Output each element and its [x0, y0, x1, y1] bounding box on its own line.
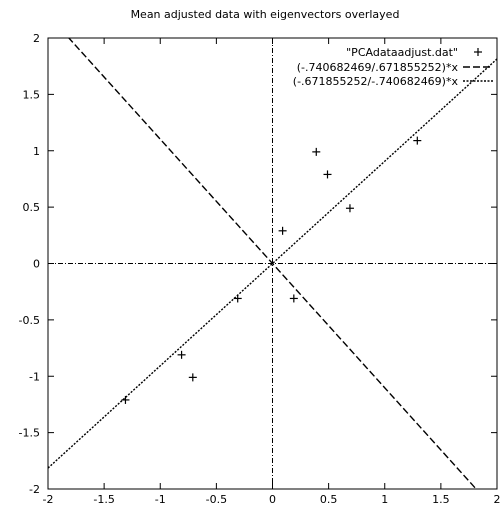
y-tick-label: -0.5 [19, 314, 40, 327]
zero-axes [48, 38, 497, 489]
y-tick-label: 1 [33, 145, 40, 158]
data-point [413, 136, 422, 145]
y-tick-label: 2 [33, 32, 40, 45]
axis-ticks: -2 -1.5 -1 -0.5 0 0.5 1 1.5 2 2 1.5 1 0.5 0 -0.5 -1 -1.5… [19, 32, 501, 506]
legend-label-line-1: (-.740682469/.671855252)*x [297, 61, 459, 74]
legend-label-points: "PCAdataadjust.dat" [346, 46, 458, 59]
y-tick-label: 1.5 [23, 88, 41, 101]
data-point [278, 226, 287, 235]
y-tick-label: -1 [29, 370, 40, 383]
x-tick-label: 1 [381, 493, 388, 506]
legend-sample-points [474, 48, 482, 56]
x-tick-label: 0 [269, 493, 276, 506]
x-tick-label: -0.5 [206, 493, 227, 506]
y-tick-label: -2 [29, 483, 40, 496]
data-point [233, 294, 242, 303]
plot-area [48, 38, 497, 489]
data-point [121, 395, 130, 404]
legend: "PCAdataadjust.dat" (-.740682469/.671855… [293, 46, 493, 88]
data-point [323, 170, 332, 179]
y-tick-label: -1.5 [19, 427, 40, 440]
chart-title: Mean adjusted data with eigenvectors ove… [131, 8, 400, 21]
y-tick-label: 0 [33, 258, 40, 271]
data-point [345, 204, 354, 213]
data-point [177, 350, 186, 359]
x-tick-label: 0.5 [320, 493, 338, 506]
x-tick-label: -2 [43, 493, 54, 506]
x-tick-label: 1.5 [432, 493, 450, 506]
x-tick-label: 2 [494, 493, 501, 506]
x-tick-label: -1 [155, 493, 166, 506]
data-point [312, 147, 321, 156]
data-point [289, 294, 298, 303]
data-point [188, 373, 197, 382]
legend-label-line-2: (-.671855252/-.740682469)*x [293, 75, 459, 88]
y-tick-label: 0.5 [23, 201, 41, 214]
data-points [121, 136, 422, 404]
x-tick-label: -1.5 [93, 493, 114, 506]
